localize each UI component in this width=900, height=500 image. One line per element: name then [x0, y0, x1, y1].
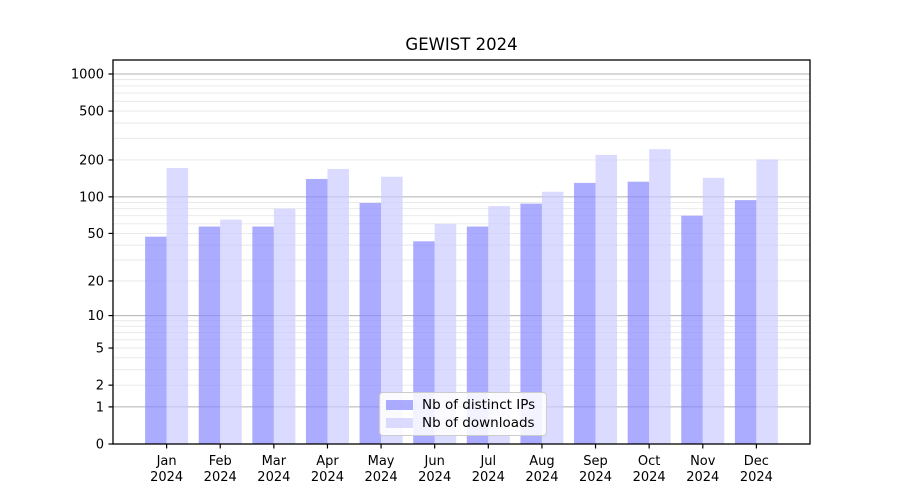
bar-distinct-ips — [681, 215, 703, 444]
x-tick-label-year: 2024 — [740, 470, 773, 485]
bar-distinct-ips — [520, 203, 542, 444]
x-tick-label-year: 2024 — [365, 470, 398, 485]
y-tick-label: 2 — [96, 379, 104, 394]
y-tick-label: 500 — [79, 105, 104, 120]
x-tick-label-month: Oct — [638, 454, 660, 469]
legend-swatch-distinct-ips-icon — [386, 400, 413, 410]
x-tick-label-month: Mar — [262, 454, 287, 469]
bar-downloads — [166, 168, 189, 444]
y-tick-label: 100 — [79, 190, 104, 205]
legend-item-distinct-ips: Nb of distinct IPs — [386, 397, 540, 413]
y-tick-label: 200 — [79, 153, 104, 168]
x-tick-label-year: 2024 — [418, 470, 451, 485]
y-tick-label: 1000 — [71, 68, 104, 83]
x-tick-label-month: Feb — [209, 454, 232, 469]
y-tick-label: 10 — [87, 309, 104, 324]
x-tick-label-month: Dec — [744, 454, 769, 469]
x-tick-label-year: 2024 — [579, 470, 612, 485]
bar-distinct-ips — [305, 178, 328, 444]
x-tick-label-month: Sep — [583, 454, 608, 469]
legend-label-downloads: Nb of downloads — [422, 415, 535, 431]
chart-title: GEWIST 2024 — [405, 35, 518, 54]
bar-downloads — [327, 168, 349, 444]
bar-downloads — [595, 154, 618, 444]
bar-distinct-ips — [734, 200, 757, 444]
legend-swatch-downloads-icon — [386, 418, 413, 428]
plot-border — [112, 59, 811, 445]
bar-distinct-ips — [145, 236, 167, 444]
bar-distinct-ips — [627, 181, 650, 445]
bar-distinct-ips — [574, 182, 596, 444]
x-tick-label-month: Jul — [479, 454, 496, 469]
bar-downloads — [381, 176, 403, 444]
x-tick-label-year: 2024 — [472, 470, 505, 485]
bar-distinct-ips — [359, 203, 382, 444]
x-tick-label-year: 2024 — [686, 470, 719, 485]
bar-downloads — [220, 219, 242, 444]
bar-downloads — [649, 149, 671, 445]
bar-distinct-ips — [466, 226, 489, 444]
y-tick-label: 1 — [96, 400, 104, 415]
x-tick-label-year: 2024 — [150, 470, 183, 485]
bar-distinct-ips — [198, 226, 221, 444]
x-tick-label-year: 2024 — [257, 470, 290, 485]
legend: Nb of distinct IPs Nb of downloads — [379, 392, 547, 436]
bar-distinct-ips — [252, 226, 274, 444]
x-tick-label-month: May — [368, 454, 395, 469]
bar-downloads — [273, 208, 296, 444]
x-tick-label-month: Apr — [316, 454, 339, 469]
bar-downloads — [702, 177, 725, 445]
bar-downloads — [434, 223, 457, 444]
y-tick-label: 5 — [96, 342, 104, 357]
x-tick-label-month: Nov — [690, 454, 716, 469]
x-tick-label-month: Aug — [529, 454, 554, 469]
bar-downloads — [541, 191, 564, 444]
bar-downloads — [488, 206, 510, 444]
x-tick-label-year: 2024 — [525, 470, 558, 485]
x-tick-label-month: Jun — [424, 454, 445, 469]
legend-label-distinct-ips: Nb of distinct IPs — [422, 397, 536, 413]
x-tick-label-year: 2024 — [204, 470, 237, 485]
bar-downloads — [756, 159, 778, 444]
y-tick-label: 20 — [87, 274, 104, 289]
y-tick-label: 50 — [87, 227, 104, 242]
x-tick-label-month: Jan — [156, 454, 177, 469]
legend-item-downloads: Nb of downloads — [386, 415, 540, 431]
x-tick-label-year: 2024 — [311, 470, 344, 485]
x-tick-label-year: 2024 — [633, 470, 666, 485]
y-tick-label: 0 — [96, 438, 104, 453]
